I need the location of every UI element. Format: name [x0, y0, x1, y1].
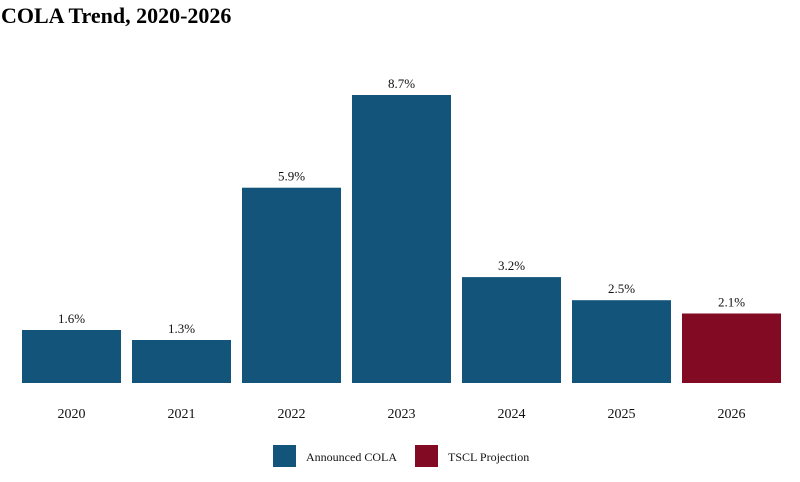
bar-2022: [242, 187, 341, 383]
x-tick-label-2026: 2026: [718, 407, 746, 422]
x-tick-label-2025: 2025: [608, 407, 636, 422]
legend-swatch-tscl-projection: [415, 445, 438, 467]
value-label-2026: 2.1%: [718, 295, 745, 310]
x-tick-label-2022: 2022: [278, 407, 306, 422]
legend-swatch-announced-cola: [273, 445, 296, 467]
chart-title: COLA Trend, 2020-2026: [1, 3, 232, 28]
value-label-2020: 1.6%: [58, 311, 85, 326]
value-labels-layer: 1.6% 1.3% 5.9% 8.7% 3.2% 2.5% 2.1%: [58, 76, 745, 336]
value-label-2021: 1.3%: [168, 321, 195, 336]
bar-2026: [682, 313, 781, 383]
value-label-2024: 3.2%: [498, 258, 525, 273]
bar-2024: [462, 277, 561, 383]
x-tick-label-2024: 2024: [498, 407, 526, 422]
value-label-2025: 2.5%: [608, 281, 635, 296]
bar-2021: [132, 340, 231, 383]
value-label-2023: 8.7%: [388, 76, 415, 91]
legend: Announced COLA TSCL Projection: [273, 445, 529, 467]
value-label-2022: 5.9%: [278, 169, 305, 184]
bars-layer: [22, 95, 781, 383]
bar-2025: [572, 300, 671, 383]
bar-2023: [352, 95, 451, 383]
x-tick-label-2023: 2023: [388, 407, 416, 422]
bar-2020: [22, 330, 121, 383]
x-tick-label-2020: 2020: [58, 407, 86, 422]
x-tick-label-2021: 2021: [168, 407, 196, 422]
legend-label-announced-cola: Announced COLA: [306, 450, 397, 464]
legend-label-tscl-projection: TSCL Projection: [448, 450, 529, 464]
x-axis-tick-labels: 2020 2021 2022 2023 2024 2025 2026: [58, 407, 746, 422]
